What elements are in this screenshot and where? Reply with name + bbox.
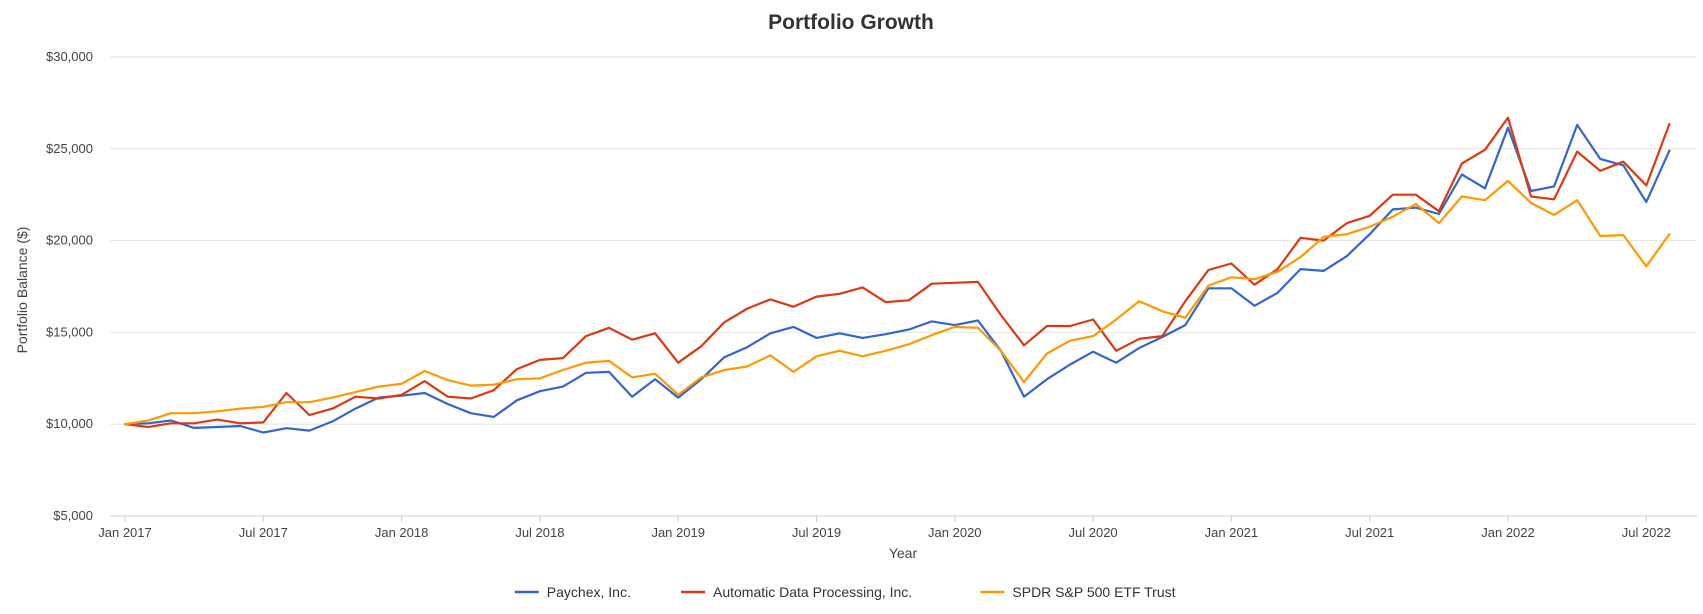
x-tick-label: Jan 2019 bbox=[651, 525, 705, 540]
series-layer bbox=[123, 116, 1671, 434]
y-axis-title: Portfolio Balance ($) bbox=[14, 227, 30, 354]
y-tick-label: $30,000 bbox=[46, 49, 93, 64]
axis-layer: $5,000 $10,000 $15,000 $20,000 $25,000 $30,00… bbox=[46, 49, 1671, 540]
grid-layer bbox=[110, 56, 1697, 517]
x-tick-label: Jul 2020 bbox=[1069, 525, 1118, 540]
legend: Paychex, Inc. Automatic Data Processing, … bbox=[514, 584, 1176, 600]
y-tick-label: $25,000 bbox=[46, 141, 93, 156]
x-tick-label: Jan 2020 bbox=[928, 525, 982, 540]
x-tick-label: Jan 2021 bbox=[1205, 525, 1259, 540]
series-line-3 bbox=[123, 179, 1671, 426]
x-axis-title: Year bbox=[889, 545, 918, 561]
y-tick-label: $5,000 bbox=[53, 508, 93, 523]
x-tick-label: Jul 2019 bbox=[792, 525, 841, 540]
x-tick-label: Jul 2022 bbox=[1622, 525, 1671, 540]
x-tick-label: Jan 2018 bbox=[375, 525, 429, 540]
y-tick-label: $10,000 bbox=[46, 416, 93, 431]
x-tick-label: Jan 2017 bbox=[98, 525, 152, 540]
legend-label-3: SPDR S&P 500 ETF Trust bbox=[1012, 584, 1175, 600]
legend-label-1: Paychex, Inc. bbox=[547, 584, 631, 600]
legend-label-2: Automatic Data Processing, Inc. bbox=[713, 584, 912, 600]
series-line-1 bbox=[123, 123, 1671, 434]
x-tick-label: Jan 2022 bbox=[1481, 525, 1535, 540]
chart-title: Portfolio Growth bbox=[768, 11, 934, 34]
series-line-2 bbox=[123, 116, 1671, 429]
x-tick-label: Jul 2018 bbox=[515, 525, 564, 540]
x-tick-label: Jul 2021 bbox=[1345, 525, 1394, 540]
x-tick-label: Jul 2017 bbox=[239, 525, 288, 540]
y-tick-label: $15,000 bbox=[46, 324, 93, 339]
y-tick-label: $20,000 bbox=[46, 233, 93, 248]
